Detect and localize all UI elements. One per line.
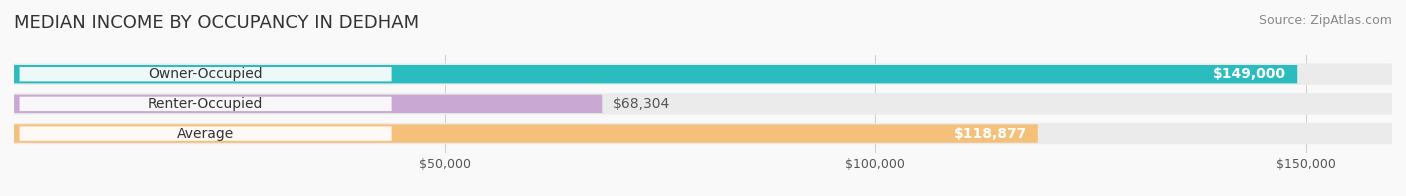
FancyBboxPatch shape xyxy=(14,124,1038,143)
Text: $149,000: $149,000 xyxy=(1213,67,1286,81)
Text: Average: Average xyxy=(177,127,235,141)
Text: Source: ZipAtlas.com: Source: ZipAtlas.com xyxy=(1258,14,1392,27)
Text: $68,304: $68,304 xyxy=(613,97,671,111)
FancyBboxPatch shape xyxy=(20,97,392,111)
FancyBboxPatch shape xyxy=(14,93,1392,115)
Text: Renter-Occupied: Renter-Occupied xyxy=(148,97,263,111)
FancyBboxPatch shape xyxy=(14,95,602,113)
Text: Owner-Occupied: Owner-Occupied xyxy=(148,67,263,81)
Text: $118,877: $118,877 xyxy=(953,127,1026,141)
FancyBboxPatch shape xyxy=(14,64,1392,85)
FancyBboxPatch shape xyxy=(20,67,392,81)
Text: MEDIAN INCOME BY OCCUPANCY IN DEDHAM: MEDIAN INCOME BY OCCUPANCY IN DEDHAM xyxy=(14,14,419,32)
FancyBboxPatch shape xyxy=(14,65,1298,83)
FancyBboxPatch shape xyxy=(20,126,392,141)
FancyBboxPatch shape xyxy=(14,123,1392,144)
